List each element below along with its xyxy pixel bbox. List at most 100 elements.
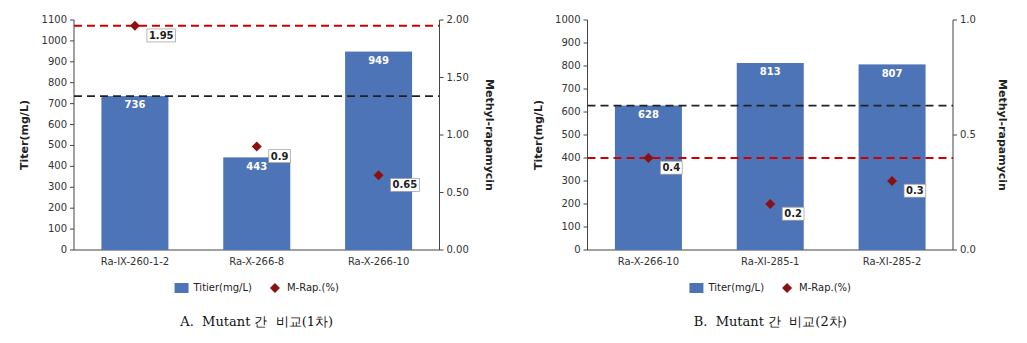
marker-label-group: 0.9 [269, 150, 291, 163]
y2-tick [440, 250, 444, 251]
y-tick [70, 229, 74, 230]
y-tick-label: 1000 [555, 14, 580, 25]
marker [252, 142, 262, 152]
y2-tick-label: 0.50 [447, 187, 469, 198]
bar [615, 106, 682, 250]
legend-swatch [782, 283, 792, 293]
y-tick [584, 250, 588, 251]
chart-svg: 0100200300400500600700800900100011000.00… [0, 0, 1027, 343]
y-tick-label: 900 [561, 37, 580, 48]
y-tick-label: 800 [48, 77, 67, 88]
label-box [660, 161, 682, 174]
y-tick-label: 400 [48, 160, 67, 171]
bar [223, 157, 290, 250]
y-tick-label: 300 [48, 181, 67, 192]
y-tick-label: 0 [61, 244, 67, 255]
y-tick [584, 158, 588, 159]
marker-label-group: 1.95 [147, 29, 176, 42]
y-tick-label: 1100 [42, 14, 67, 25]
x-tick-label: Ra-XI-285-2 [863, 256, 921, 267]
y-tick-label: 300 [561, 175, 580, 186]
y-tick [70, 40, 74, 41]
bar-label: 736 [124, 99, 145, 110]
y-tick-label: 400 [561, 152, 580, 163]
marker [374, 170, 384, 180]
label-box [269, 150, 291, 163]
y-tick-label: 700 [48, 98, 67, 109]
marker [643, 153, 653, 163]
y2-tick-label: 1.0 [960, 14, 976, 25]
label-box [147, 29, 176, 42]
bar [737, 63, 804, 250]
y-tick-label: 700 [561, 83, 580, 94]
y-tick-label: 600 [561, 106, 580, 117]
plot-marks [74, 21, 440, 250]
y-tick [584, 89, 588, 90]
y2-tick-label: 0.00 [447, 244, 469, 255]
plot-marks [588, 63, 954, 250]
marker-label-group: 0.3 [904, 184, 926, 197]
y-tick [584, 135, 588, 136]
y2-tick [440, 20, 444, 21]
y2-tick-label: 1.00 [447, 129, 469, 140]
legend: Titer(mg/L) M-Rap.(%) [689, 282, 851, 293]
reference-line [74, 95, 440, 97]
y2-tick [953, 135, 957, 136]
y-tick-label: 500 [561, 129, 580, 140]
y-tick-label: 200 [48, 202, 67, 213]
data-labels: 6288138070.40.20.3 [638, 66, 926, 220]
y-tick-label: 900 [48, 56, 67, 67]
data-labels: 7364439491.950.90.65 [124, 29, 419, 192]
legend-item: M-Rap.(%) [270, 282, 339, 293]
reference-line [588, 105, 954, 107]
x-tick-label: Ra-XI-285-1 [741, 256, 799, 267]
y-tick-label: 100 [561, 221, 580, 232]
legend-item: M-Rap.(%) [782, 282, 851, 293]
bar [345, 52, 412, 250]
y-axis-label: Titer(mg/L) [18, 100, 31, 170]
marker-label: 0.3 [906, 185, 924, 196]
y-tick [584, 112, 588, 113]
bar [101, 96, 168, 250]
legend-item: Titer(mg/L) [689, 282, 764, 293]
y-tick [70, 61, 74, 62]
y-tick [70, 187, 74, 188]
legend-label: M-Rap.(%) [287, 282, 339, 293]
y2-axis-label: Methyl-rapamycin [483, 79, 496, 191]
y2-tick [953, 20, 957, 21]
y-tick [584, 181, 588, 182]
y-tick [70, 250, 74, 251]
y-tick-label: 800 [561, 60, 580, 71]
y2-tick [440, 135, 444, 136]
marker-label: 0.65 [393, 179, 418, 190]
legend-label: Titer(mg/L) [707, 282, 764, 293]
y2-tick [953, 250, 957, 251]
y-tick-label: 100 [48, 223, 67, 234]
y-tick [584, 43, 588, 44]
marker-label: 0.4 [662, 162, 680, 173]
y2-tick [440, 192, 444, 193]
subtitle: B. Mutant 간 비교(2차) [694, 314, 847, 329]
y-tick-label: 200 [561, 198, 580, 209]
marker [765, 199, 775, 209]
bar-label: 813 [760, 66, 781, 77]
legend-item: Titier(mg/L) [175, 282, 252, 293]
y-tick-label: 500 [48, 139, 67, 150]
x-tick-label: Ra-X-266-8 [229, 256, 284, 267]
x-tick-label: Ra-X-266-10 [348, 256, 409, 267]
legend-label: Titier(mg/L) [193, 282, 252, 293]
bar-label: 628 [638, 109, 659, 120]
y-tick [584, 227, 588, 228]
label-box [782, 207, 804, 220]
y2-axis-label: Methyl-rapamycin [996, 79, 1009, 191]
y2-tick-label: 0.5 [960, 129, 976, 140]
marker-label-group: 0.65 [391, 178, 420, 191]
y-tick [70, 145, 74, 146]
y2-tick [440, 77, 444, 78]
legend: Titier(mg/L) M-Rap.(%) [175, 282, 339, 293]
x-tick-label: Ra-X-266-10 [618, 256, 679, 267]
marker-label: 0.9 [271, 151, 289, 162]
panel: 0100200300400500600700800900100011000.00… [18, 14, 496, 329]
y-tick-label: 0 [574, 244, 580, 255]
y2-tick-label: 0.0 [960, 244, 976, 255]
